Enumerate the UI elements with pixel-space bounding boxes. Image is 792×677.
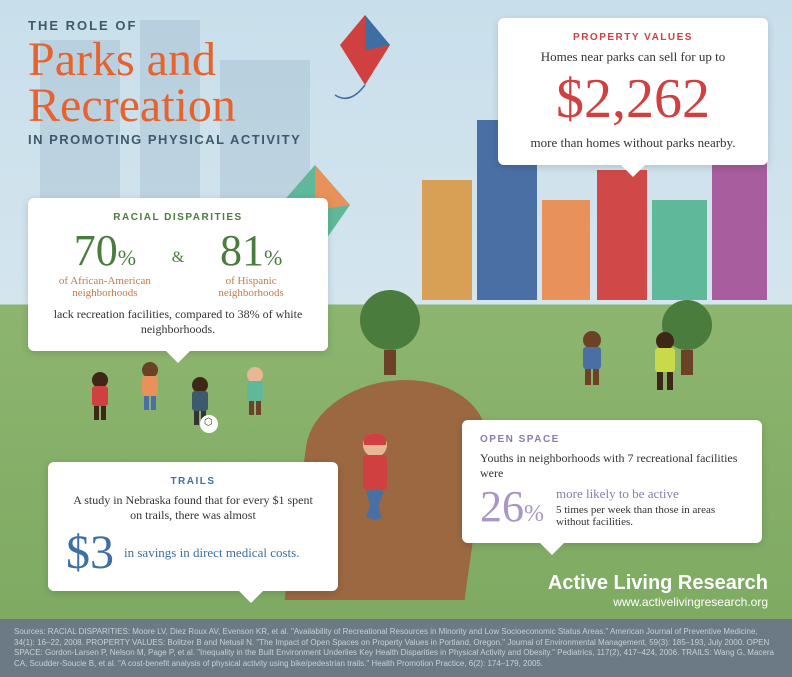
ampersand: & [172, 249, 184, 267]
title-subline: IN PROMOTING PHYSICAL ACTIVITY [28, 132, 301, 147]
card-lead-text: Youths in neighborhoods with 7 recreatio… [480, 451, 744, 481]
brand-block: Active Living Research www.activelivingr… [548, 572, 768, 609]
card-label: PROPERTY VALUES [516, 32, 750, 43]
child-icon [80, 370, 120, 425]
child-icon [570, 330, 615, 390]
card-big-stat: 26% [480, 485, 544, 529]
trails-card: TRAILS A study in Nebraska found that fo… [48, 462, 338, 591]
card-label: TRAILS [66, 476, 320, 487]
child-icon [235, 365, 275, 420]
tree-icon [360, 290, 420, 375]
brand-url: www.activelivingresearch.org [548, 595, 768, 609]
card-tail-text: in savings in direct medical costs. [124, 545, 320, 561]
comparison-text: lack recreation facilities, compared to … [46, 307, 310, 337]
card-label: OPEN SPACE [480, 434, 744, 445]
sources-footer: Sources: RACIAL DISPARITIES: Moore LV, D… [0, 619, 792, 677]
brand-name: Active Living Research [548, 572, 768, 595]
stat-sublabel: of Hispanic neighborhoods [192, 275, 310, 299]
open-space-card: OPEN SPACE Youths in neighborhoods with … [462, 420, 762, 543]
card-tail-text2: 5 times per week than those in areas wit… [556, 504, 744, 528]
card-lead-text: A study in Nebraska found that for every… [66, 493, 320, 523]
card-tail-text: more likely to be active [556, 486, 744, 502]
card-tail-text: more than homes without parks nearby. [516, 135, 750, 151]
stat-percent: 70% [46, 229, 164, 273]
title-eyebrow: THE ROLE OF [28, 18, 301, 33]
title-main: Parks and Recreation [28, 37, 301, 128]
child-icon [130, 360, 170, 415]
card-big-stat: $3 [66, 529, 114, 577]
card-lead-text: Homes near parks can sell for up to [516, 49, 750, 65]
stat-sublabel: of African-American neighborhoods [46, 275, 164, 299]
child-running-icon [340, 430, 410, 540]
racial-disparities-card: RACIAL DISPARITIES 70% of African-Americ… [28, 198, 328, 351]
stat-percent: 81% [192, 229, 310, 273]
child-kite-icon [640, 330, 690, 395]
infographic-canvas: THE ROLE OF Parks and Recreation IN PROM… [0, 0, 792, 677]
kite-icon [330, 10, 400, 100]
title-block: THE ROLE OF Parks and Recreation IN PROM… [28, 18, 301, 147]
property-values-card: PROPERTY VALUES Homes near parks can sel… [498, 18, 768, 165]
soccer-ball-icon [200, 415, 218, 433]
card-label: RACIAL DISPARITIES [46, 212, 310, 223]
card-big-stat: $2,262 [516, 69, 750, 131]
